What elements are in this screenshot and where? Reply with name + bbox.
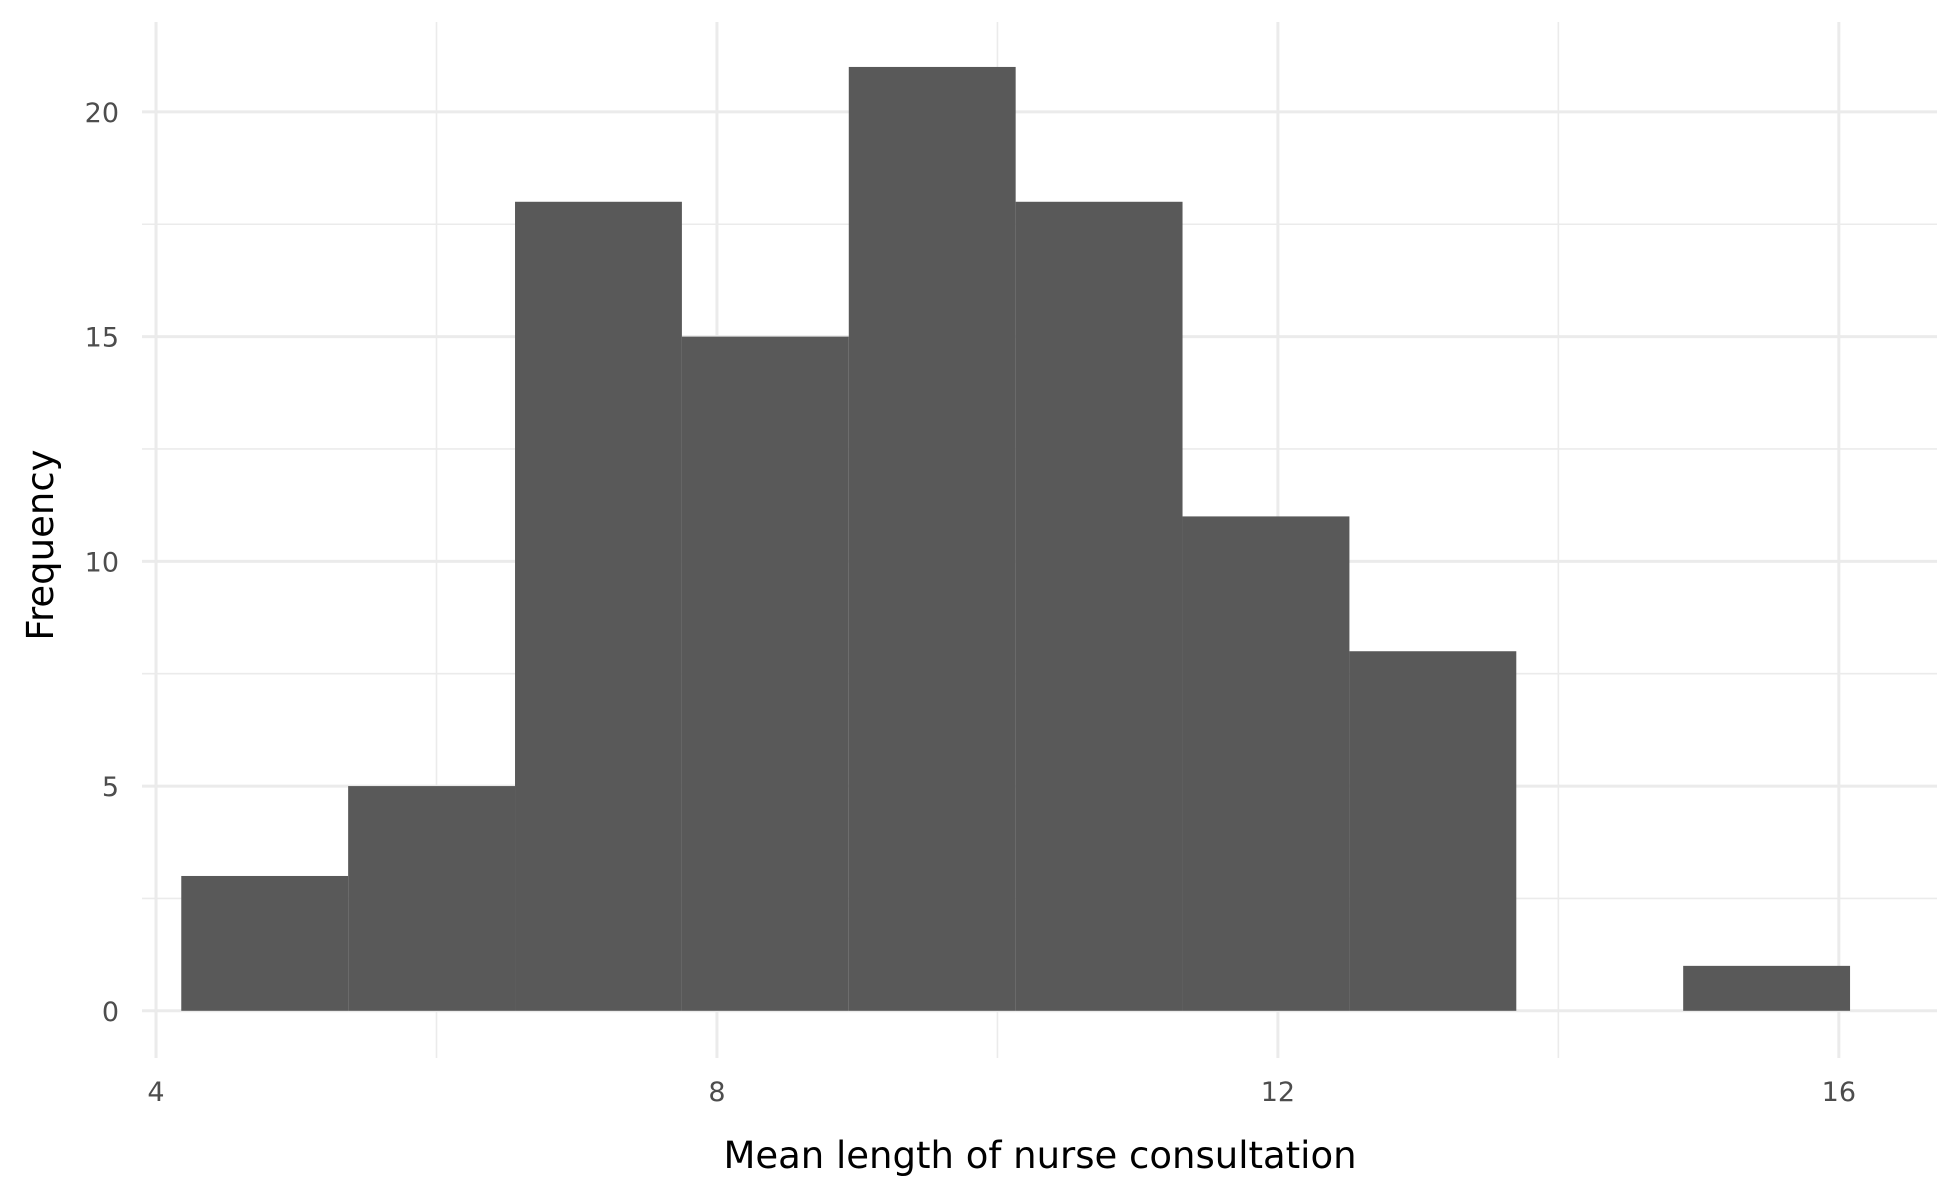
- histogram-bar: [181, 875, 349, 1011]
- histogram-bar: [681, 336, 849, 1011]
- histogram-bar: [1349, 651, 1517, 1011]
- y-axis-title: Frequency: [19, 449, 62, 640]
- x-tick-label: 16: [1822, 1077, 1856, 1108]
- y-tick-label: 15: [85, 323, 119, 354]
- y-axis-tick-labels: 0 5 10 15 20: [85, 98, 119, 1028]
- histogram-bar: [1015, 201, 1183, 1011]
- histogram-bar: [848, 66, 1016, 1011]
- y-tick-label: 20: [85, 98, 119, 129]
- x-tick-label: 8: [708, 1077, 725, 1108]
- x-axis-title: Mean length of nurse consultation: [723, 1134, 1356, 1177]
- histogram-bar: [1182, 516, 1350, 1011]
- histogram-bar: [515, 201, 682, 1011]
- y-tick-label: 5: [102, 772, 119, 803]
- y-tick-label: 0: [102, 997, 119, 1028]
- histogram-bar: [348, 786, 516, 1011]
- histogram-bars: [181, 66, 1851, 1011]
- x-tick-label: 12: [1261, 1077, 1295, 1108]
- x-tick-label: 4: [147, 1077, 164, 1108]
- histogram-bar: [1683, 965, 1851, 1011]
- y-tick-label: 10: [85, 547, 119, 578]
- x-axis-tick-labels: 4 8 12 16: [147, 1077, 1856, 1108]
